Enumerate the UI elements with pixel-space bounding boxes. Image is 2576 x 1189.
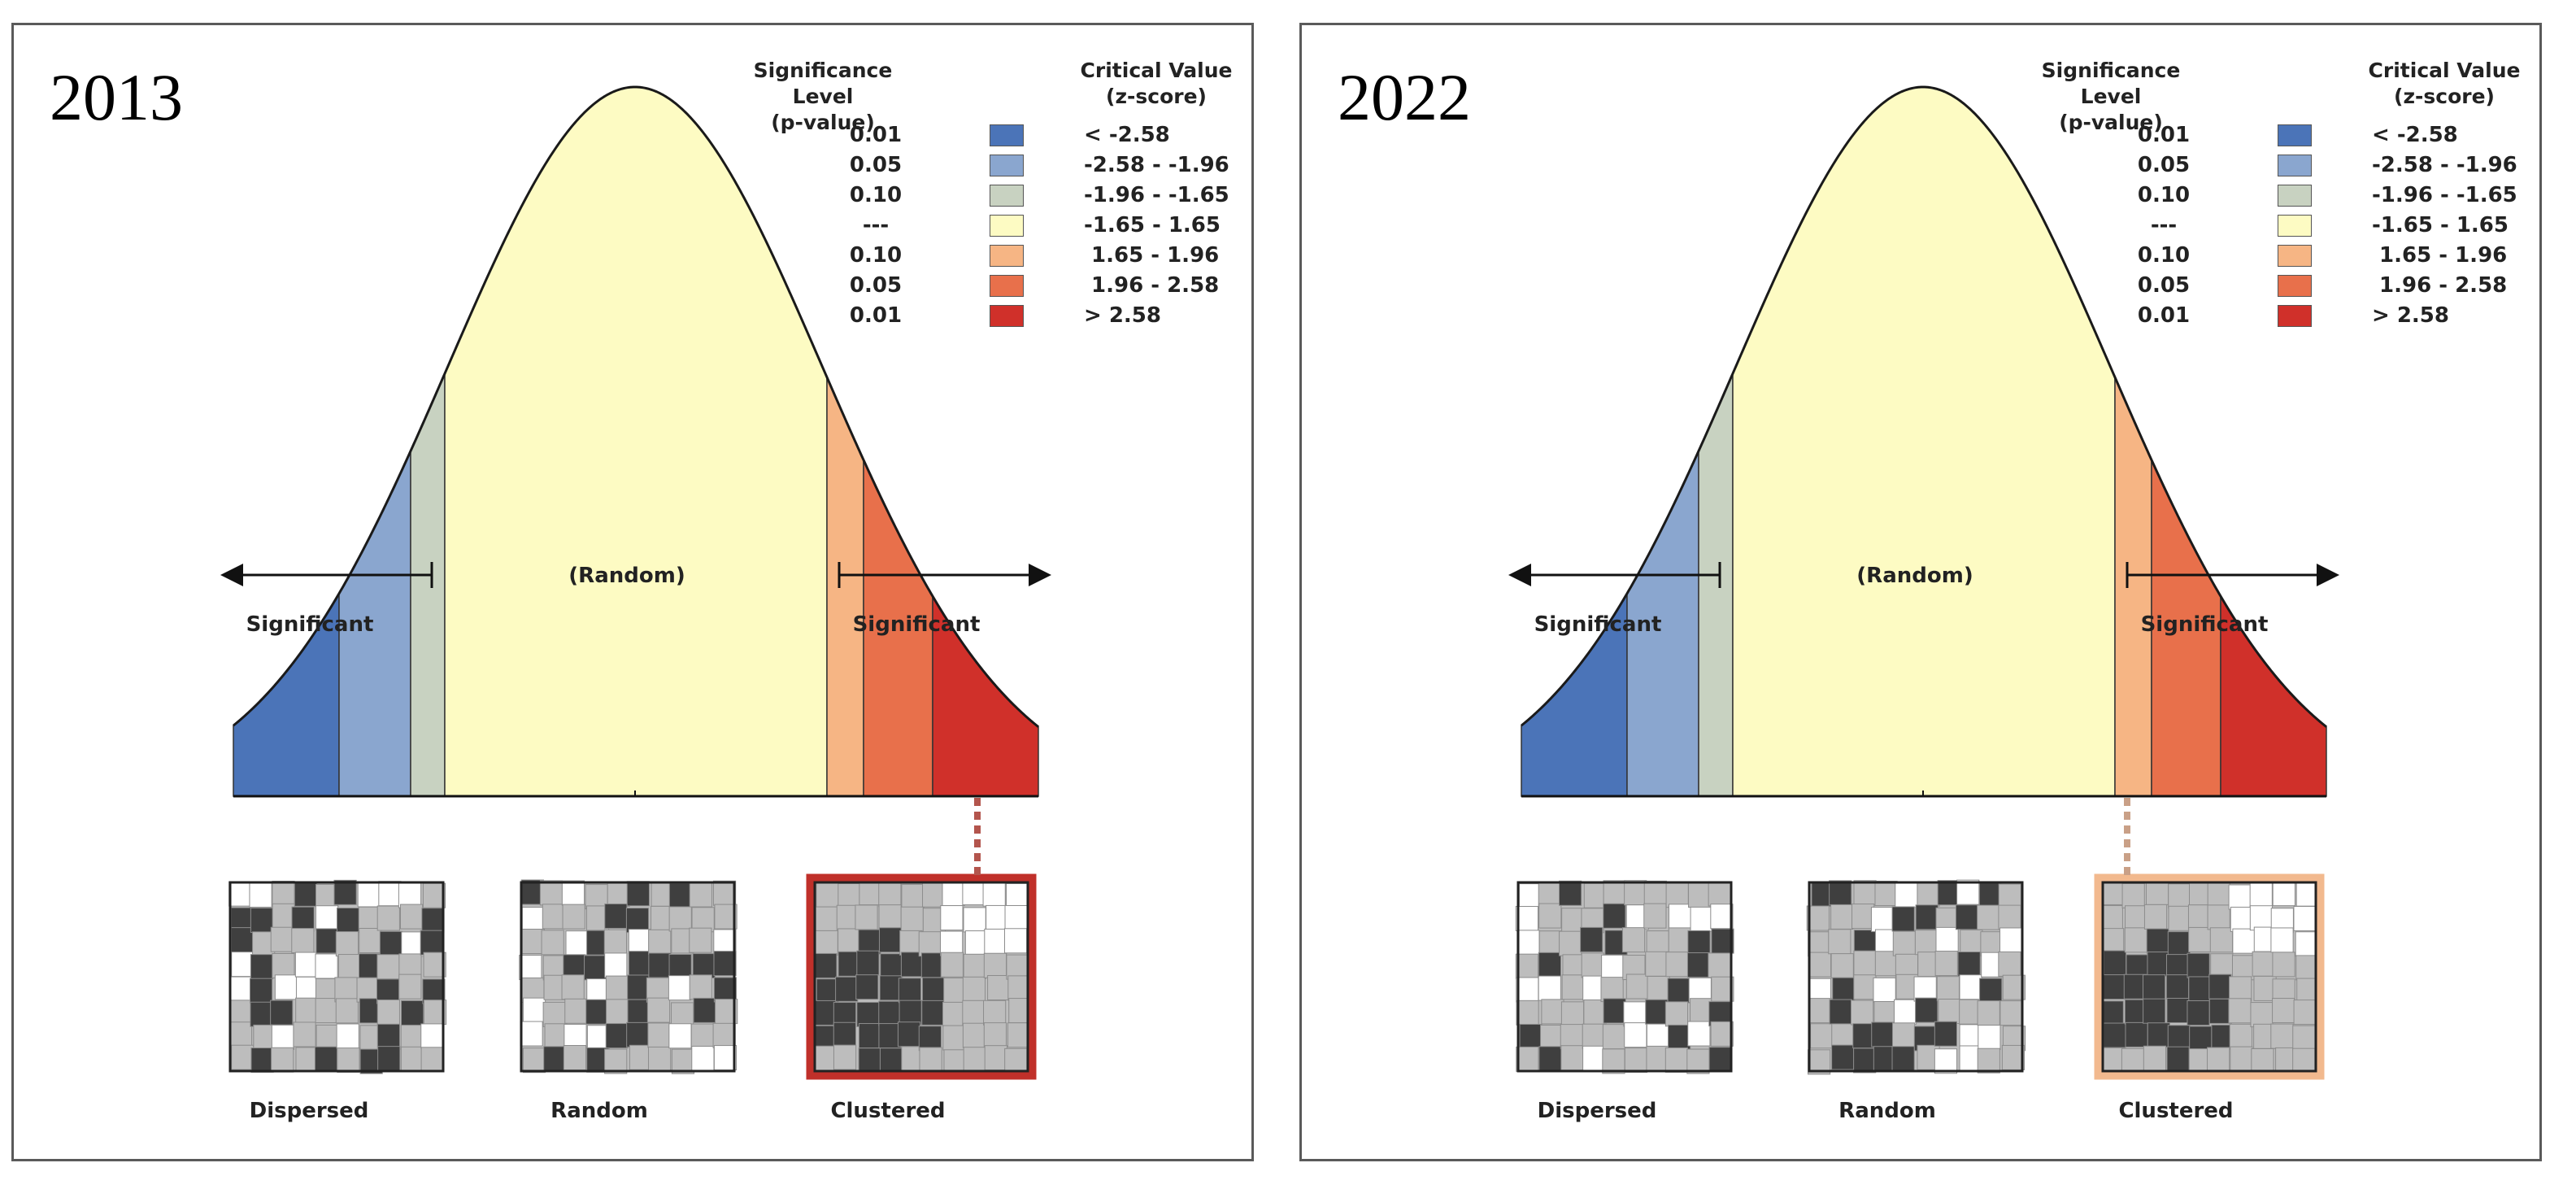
highlight-frame [806, 873, 1037, 1080]
pattern-map-clustered [806, 873, 1037, 1080]
legend-swatch [2278, 305, 2312, 327]
legend-p-value: 0.10 [849, 183, 903, 207]
random-label: (Random) [568, 564, 685, 588]
pattern-label-random: Random [550, 1099, 648, 1123]
significant-right-label: Significant [2140, 612, 2269, 637]
legend-z-range: -1.96 - -1.65 [2372, 183, 2517, 207]
legend-z-header: Critical Value (z-score) [1080, 59, 1233, 108]
legend-swatch [990, 185, 1024, 207]
curve-layer [1508, 85, 2339, 1080]
legend-swatch [990, 305, 1024, 327]
curve-segment-3 [1732, 86, 2116, 797]
pattern-label-dispersed: Dispersed [1537, 1099, 1657, 1123]
legend-p-value: 0.10 [2137, 243, 2191, 268]
pattern-map-random [1806, 879, 2026, 1075]
significant-left-label: Significant [246, 612, 374, 637]
legend-p-value: 0.01 [2137, 303, 2191, 328]
pattern-label-random: Random [1838, 1099, 1936, 1123]
legend-swatch [2278, 185, 2312, 207]
bell-curve-diagram [220, 85, 1051, 1080]
legend-p-value: --- [2150, 213, 2178, 237]
significant-left-label: Significant [1534, 612, 1662, 637]
legend-z-range: 1.96 - 2.58 [2372, 273, 2508, 298]
legend-p-value: --- [862, 213, 890, 237]
legend-p-value: 0.01 [849, 123, 903, 147]
random-label: (Random) [1856, 564, 1973, 588]
legend-z-range: -2.58 - -1.96 [1084, 153, 1229, 177]
legend-swatch [2278, 245, 2312, 267]
legend-p-header: Significance Level (p-value) [753, 59, 893, 134]
legend-p-value: 0.05 [849, 273, 903, 298]
pattern-map-random [519, 879, 738, 1074]
legend-p-value: 0.10 [849, 243, 903, 268]
pattern-label-dispersed: Dispersed [249, 1099, 369, 1123]
legend-swatch [990, 124, 1024, 146]
legend-z-range: 1.65 - 1.96 [1084, 243, 1220, 268]
curve-layer [220, 85, 1051, 1080]
legend-p-value: 0.05 [849, 153, 903, 177]
legend-p-header: Significance Level (p-value) [2041, 59, 2181, 134]
pattern-map-clustered [2094, 873, 2325, 1080]
legend-z-header: Critical Value (z-score) [2368, 59, 2521, 108]
legend-z-range: > 2.58 [1084, 303, 1161, 328]
legend-swatch [2278, 124, 2312, 146]
pattern-label-clustered: Clustered [830, 1099, 946, 1123]
legend-z-range: -2.58 - -1.96 [2372, 153, 2517, 177]
legend-z-range: < -2.58 [2372, 123, 2458, 147]
curve-segment-3 [444, 86, 828, 797]
arrow-right-significant [838, 562, 1051, 588]
arrow-left-significant [220, 562, 433, 588]
legend-z-range: -1.65 - 1.65 [1084, 213, 1221, 237]
legend-z-range: > 2.58 [2372, 303, 2449, 328]
panel-2022: 2022 Significance Level (p-value) Critic… [1299, 23, 2542, 1161]
curve-segment-4 [826, 377, 864, 797]
legend-swatch [990, 155, 1024, 176]
arrow-right-significant [2126, 562, 2339, 588]
panel-2013: 2013 Significance Level (p-value) Critic… [11, 23, 1254, 1161]
legend-swatch [2278, 155, 2312, 176]
legend-z-range: 1.96 - 2.58 [1084, 273, 1220, 298]
highlight-frame [2094, 873, 2325, 1080]
legend-z-range: -1.65 - 1.65 [2372, 213, 2509, 237]
legend-swatch [990, 245, 1024, 267]
legend-swatch [2278, 215, 2312, 237]
legend-p-value: 0.05 [2137, 153, 2191, 177]
legend-z-range: -1.96 - -1.65 [1084, 183, 1229, 207]
legend-swatch [990, 215, 1024, 237]
legend-z-range: 1.65 - 1.96 [2372, 243, 2508, 268]
legend-p-value: 0.10 [2137, 183, 2191, 207]
pattern-label-clustered: Clustered [2118, 1099, 2234, 1123]
arrow-left-significant [1508, 562, 1721, 588]
year-label: 2013 [50, 60, 183, 134]
pattern-map-dispersed [1515, 880, 1734, 1074]
legend-p-value: 0.01 [849, 303, 903, 328]
bell-curve-diagram [1508, 85, 2339, 1080]
legend-swatch [990, 275, 1024, 297]
significant-right-label: Significant [852, 612, 981, 637]
legend-z-range: < -2.58 [1084, 123, 1170, 147]
pattern-map-dispersed [228, 879, 447, 1074]
legend-swatch [2278, 275, 2312, 297]
legend-p-value: 0.01 [2137, 123, 2191, 147]
year-label: 2022 [1338, 60, 1471, 134]
curve-segment-4 [2114, 377, 2152, 797]
legend-p-value: 0.05 [2137, 273, 2191, 298]
